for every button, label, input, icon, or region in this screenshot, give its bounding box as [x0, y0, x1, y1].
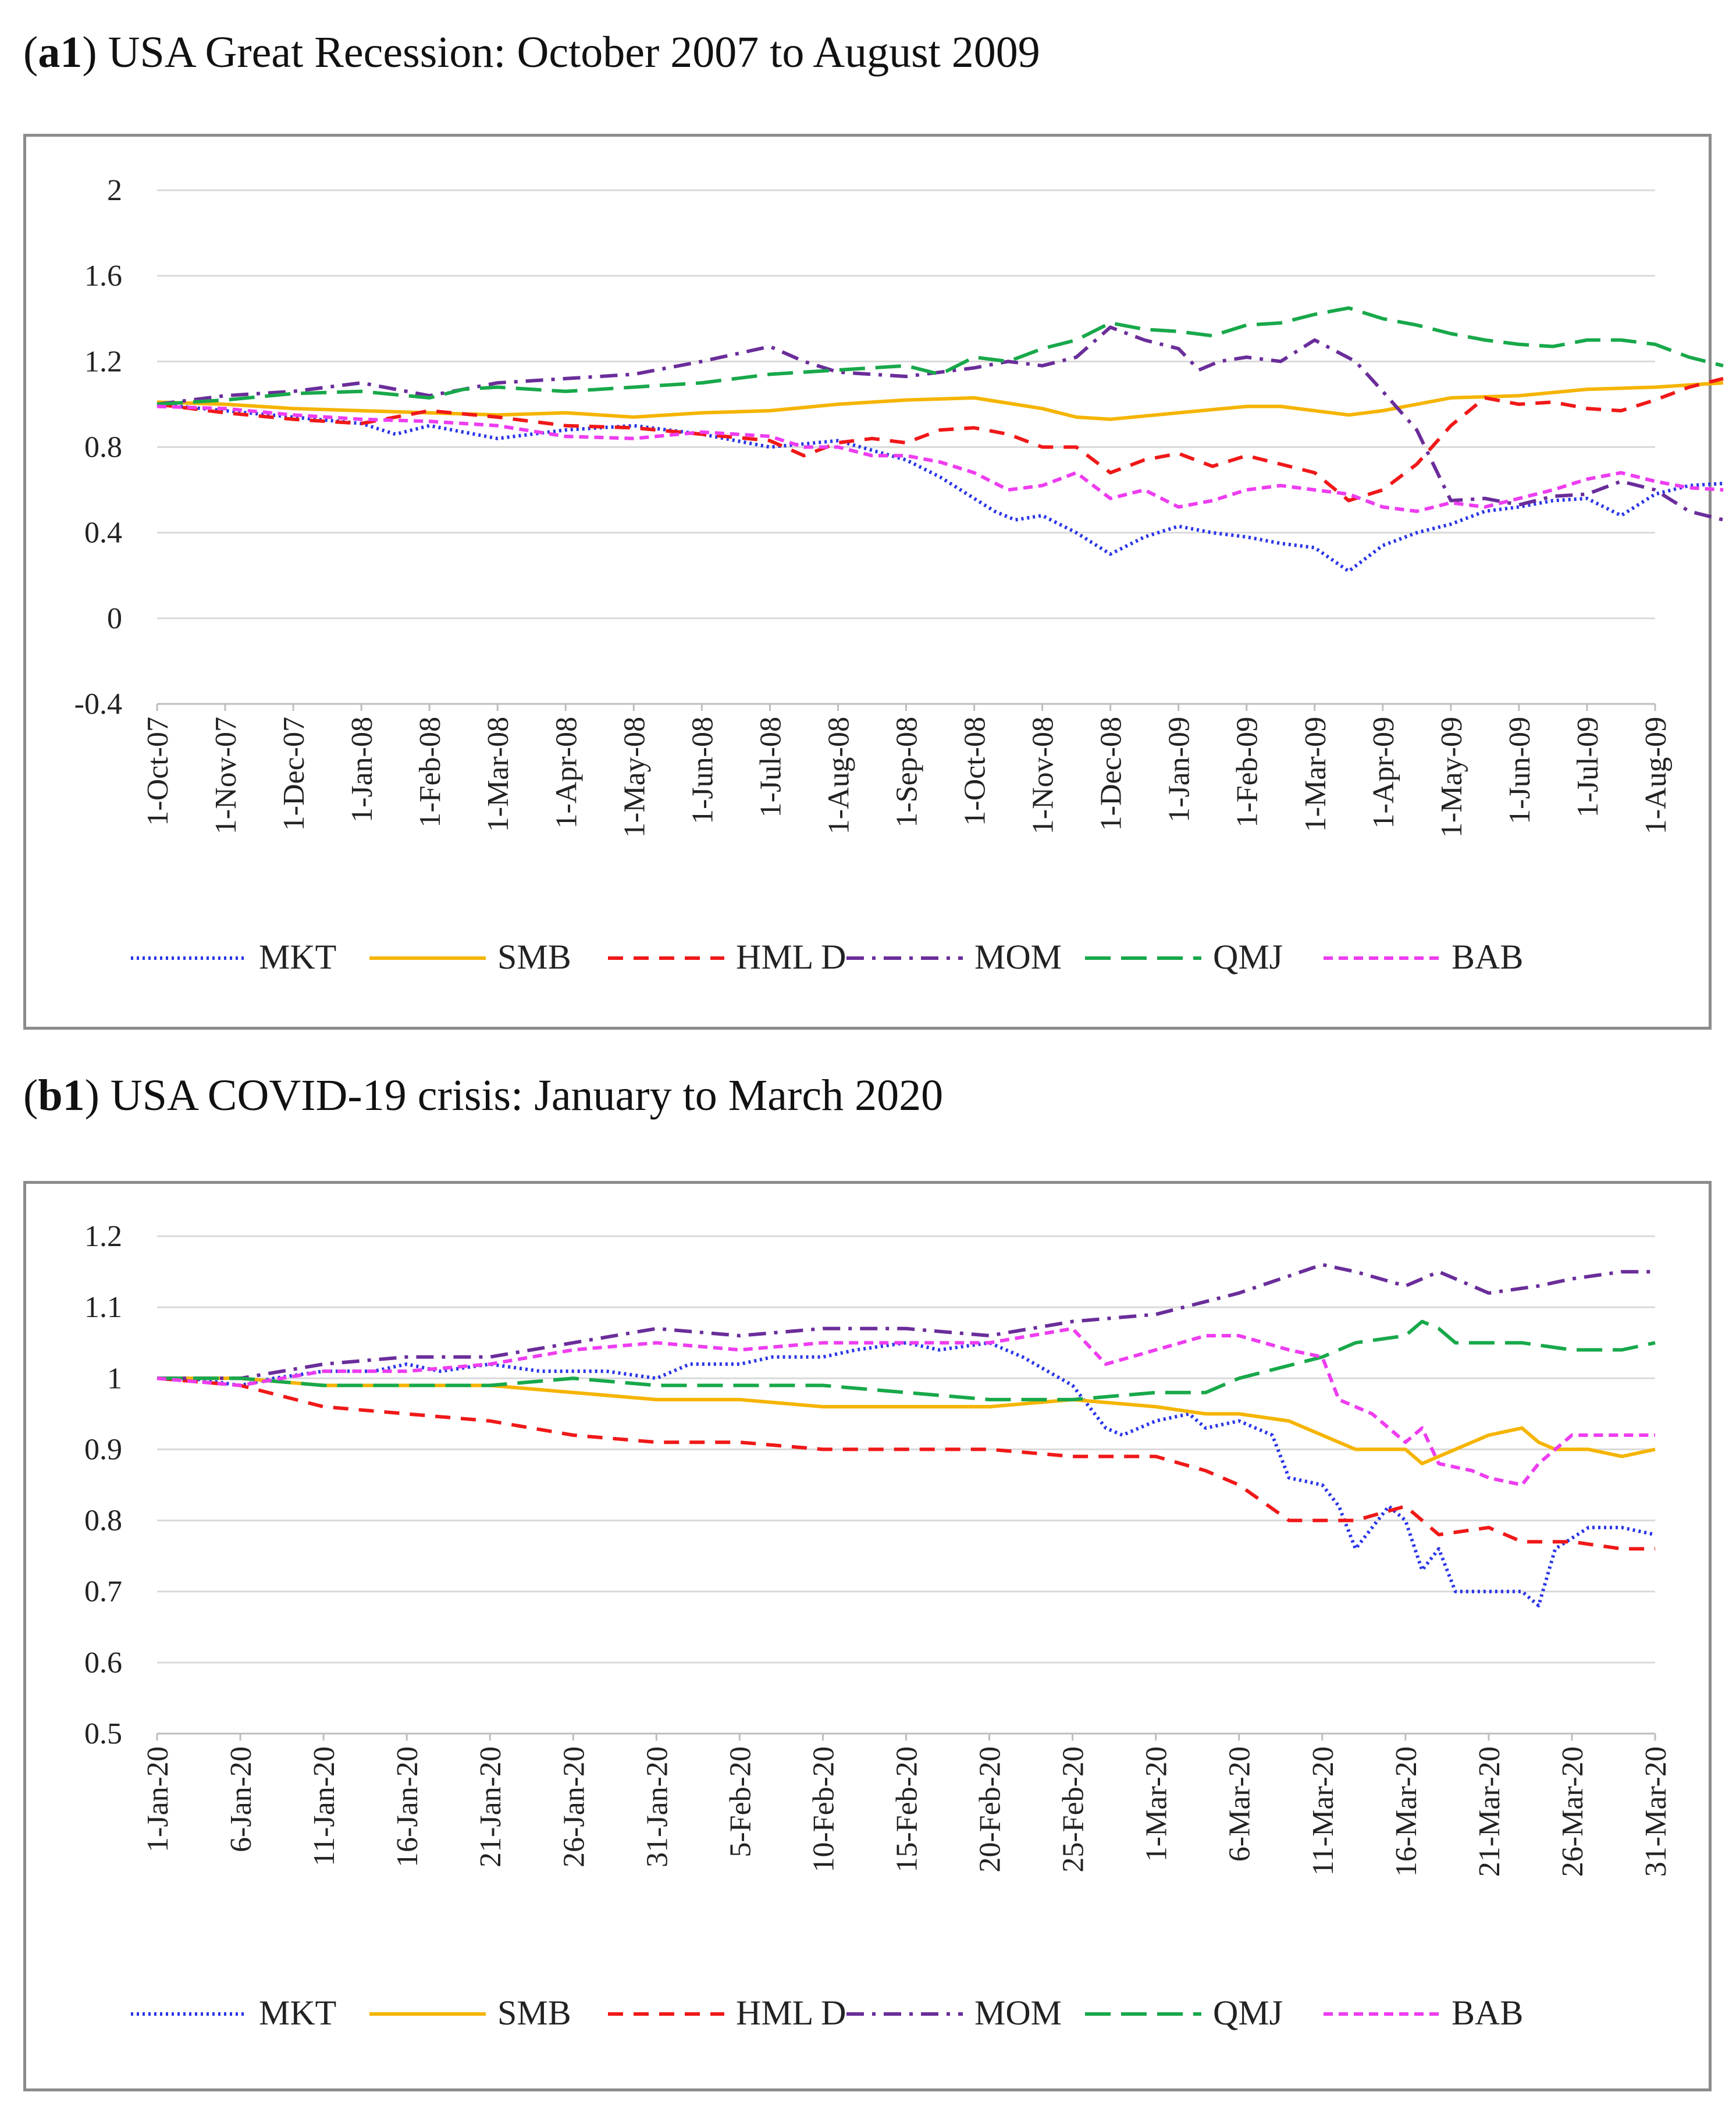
y-tick-label: 1 [107, 1362, 122, 1395]
x-tick-label: 5-Feb-20 [724, 1746, 757, 1858]
y-tick-label: 2 [107, 174, 122, 207]
y-tick-label: 0.5 [84, 1717, 122, 1750]
x-tick-label: 31-Jan-20 [641, 1746, 674, 1867]
x-tick-label: 1-Dec-07 [278, 717, 311, 831]
b1-series-mkt-line [157, 1341, 1656, 1608]
a1-legend-label-bab: BAB [1452, 938, 1523, 976]
x-tick-label: 31-Mar-20 [1639, 1746, 1673, 1877]
a1-legend-label-hml-d: HML D [736, 938, 846, 976]
a1-series-mkt-line [156, 402, 1724, 573]
b1-legend-label-bab: BAB [1452, 1994, 1523, 2032]
x-tick-label: 1-Jan-08 [346, 717, 379, 823]
x-tick-label: 25-Feb-20 [1057, 1746, 1090, 1873]
y-tick-label: 1.2 [84, 1220, 122, 1253]
a1-legend-label-mkt: MKT [259, 938, 336, 976]
x-tick-label: 11-Mar-20 [1307, 1746, 1340, 1876]
x-tick-label: 1-Mar-09 [1299, 717, 1332, 832]
a1-legend-label-qmj: QMJ [1213, 938, 1283, 976]
x-tick-label: 10-Feb-20 [807, 1746, 840, 1873]
x-tick-label: 1-Oct-07 [141, 717, 175, 826]
b1-series-mom-line [157, 1262, 1655, 1380]
x-tick-label: 11-Jan-20 [308, 1746, 341, 1866]
panel-b1-label: b1 [38, 1071, 85, 1120]
chart-b1-frame: 0.5 0.6 0.7 0.8 0.9 1 1.1 1.2 1-Jan-20 6-Jan-20 11… [23, 1181, 1712, 2091]
a1-legend-label-smb: SMB [497, 938, 571, 976]
b1-legend-label-mkt: MKT [259, 1994, 336, 2032]
panel-b1-title-text: USA COVID-19 crisis: January to March 20… [110, 1071, 944, 1120]
x-tick-label: 1-May-08 [618, 717, 651, 838]
b1-series-bab-line [156, 1326, 1655, 1487]
y-tick-label: 0 [107, 602, 122, 635]
x-tick-label: 1-Jan-20 [141, 1746, 175, 1852]
x-tick-label: 21-Jan-20 [474, 1746, 507, 1867]
chart-b1: 0.5 0.6 0.7 0.8 0.9 1 1.1 1.2 1-Jan-20 6-Jan-20 11… [84, 1220, 1673, 2032]
panel-a1-label: a1 [38, 28, 83, 77]
y-tick-label: 0.8 [84, 1504, 122, 1538]
x-tick-label: 6-Mar-20 [1223, 1746, 1257, 1862]
b1-legend-label-qmj: QMJ [1213, 1994, 1283, 2032]
x-tick-label: 1-Jul-08 [754, 717, 787, 817]
a1-series-hml-d-line [156, 376, 1724, 503]
y-tick-label: 0.6 [84, 1646, 122, 1679]
y-tick-label: 1.6 [84, 259, 122, 293]
x-tick-label: 1-Sep-08 [891, 717, 924, 828]
x-tick-label: 20-Feb-20 [974, 1746, 1007, 1873]
x-tick-label: 16-Jan-20 [391, 1746, 424, 1867]
x-tick-label: 1-Feb-09 [1231, 717, 1264, 828]
x-tick-label: 1-Aug-08 [822, 717, 855, 834]
b1-legend-label-mom: MOM [974, 1994, 1062, 2032]
x-tick-label: 1-Aug-09 [1639, 717, 1673, 834]
x-tick-label: 26-Mar-20 [1556, 1746, 1589, 1877]
y-tick-label: 0.8 [84, 431, 122, 464]
b1-series-qmj-line [157, 1319, 1656, 1401]
a1-series-mom-line [156, 325, 1724, 522]
x-tick-label: 26-Jan-20 [557, 1746, 590, 1867]
x-tick-label: 1-Jun-08 [686, 717, 719, 824]
y-tick-label: 0.4 [84, 517, 122, 550]
x-tick-label: 1-May-09 [1435, 717, 1468, 838]
x-tick-label: 1-Jul-09 [1571, 717, 1605, 817]
y-tick-label: 0.9 [84, 1433, 122, 1466]
x-tick-label: 1-Apr-08 [550, 717, 583, 828]
x-tick-label: 1-Feb-08 [414, 717, 447, 828]
y-tick-label: 1.2 [84, 345, 122, 378]
x-tick-label: 6-Jan-20 [225, 1746, 258, 1852]
b1-legend-label-smb: SMB [497, 1994, 571, 2032]
a1-series-qmj-line [156, 306, 1724, 406]
panel-a1-title: (a1) USA Great Recession: October 2007 t… [23, 28, 1040, 77]
chart-a1: -0.4 0 0.4 0.8 1.2 1.6 2 1-Oct-07 1-Nov-07 1-Dec-… [74, 174, 1724, 976]
chart-a1-frame: -0.4 0 0.4 0.8 1.2 1.6 2 1-Oct-07 1-Nov-07 1-Dec-… [23, 134, 1724, 1030]
x-tick-label: 1-Apr-09 [1367, 717, 1400, 828]
x-tick-label: 21-Mar-20 [1473, 1746, 1506, 1877]
panel-b1-title: (b1) USA COVID-19 crisis: January to Mar… [23, 1071, 944, 1120]
x-tick-label: 15-Feb-20 [891, 1746, 924, 1873]
x-tick-label: 1-Jan-09 [1163, 717, 1196, 823]
y-tick-label: -0.4 [74, 688, 122, 721]
x-tick-label: 1-Dec-08 [1095, 717, 1128, 831]
x-tick-label: 1-Nov-08 [1027, 717, 1060, 834]
x-tick-label: 1-Mar-20 [1140, 1746, 1173, 1862]
b1-series-hml-d-line [156, 1376, 1655, 1551]
y-tick-label: 0.7 [84, 1575, 122, 1609]
x-tick-label: 16-Mar-20 [1390, 1746, 1423, 1877]
a1-legend-label-mom: MOM [974, 938, 1062, 976]
x-tick-label: 1-Nov-07 [209, 717, 243, 834]
a1-series-bab-line [156, 404, 1724, 513]
b1-series-smb-line [157, 1376, 1656, 1465]
panel-a1-title-text: USA Great Recession: October 2007 to Aug… [108, 28, 1040, 77]
b1-legend-label-hml-d: HML D [736, 1994, 846, 2032]
x-tick-label: 1-Jun-09 [1503, 717, 1536, 824]
x-tick-label: 1-Mar-08 [482, 717, 515, 832]
y-tick-label: 1.1 [84, 1291, 122, 1324]
x-tick-label: 1-Oct-08 [959, 717, 992, 826]
